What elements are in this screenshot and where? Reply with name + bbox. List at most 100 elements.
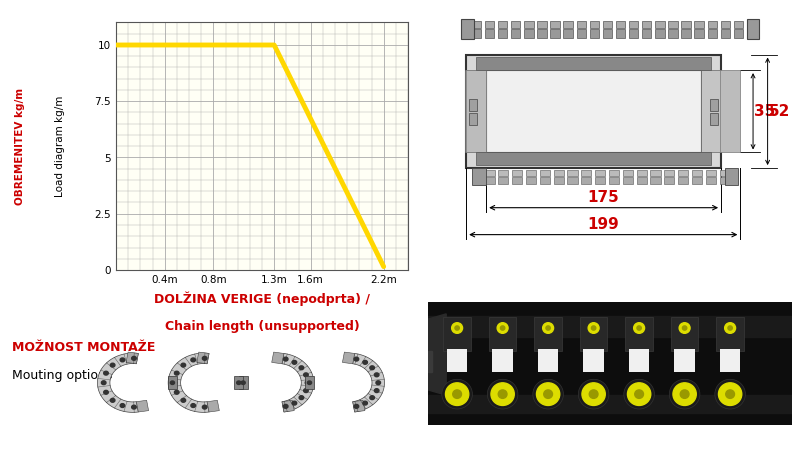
Circle shape: [181, 398, 186, 402]
Circle shape: [172, 381, 177, 385]
Bar: [678, 170, 688, 176]
Circle shape: [624, 379, 654, 409]
Circle shape: [718, 383, 742, 405]
Circle shape: [304, 389, 308, 392]
Bar: [563, 21, 573, 28]
Bar: [602, 21, 612, 28]
Bar: [650, 176, 661, 184]
Bar: [622, 170, 633, 176]
Circle shape: [634, 390, 643, 398]
Circle shape: [715, 379, 746, 409]
Bar: [694, 29, 704, 38]
Bar: [682, 21, 691, 28]
Bar: [706, 170, 716, 176]
Bar: [582, 176, 591, 184]
Bar: [489, 317, 517, 351]
Bar: [719, 170, 730, 176]
Bar: [469, 112, 477, 126]
Bar: [692, 176, 702, 184]
Circle shape: [307, 381, 311, 384]
Polygon shape: [428, 314, 446, 395]
Circle shape: [591, 326, 596, 330]
Circle shape: [237, 381, 241, 384]
Circle shape: [110, 363, 115, 367]
Bar: [637, 170, 646, 176]
Bar: [493, 349, 513, 372]
Circle shape: [363, 401, 367, 405]
Bar: [524, 21, 534, 28]
Bar: [602, 29, 612, 38]
Bar: [629, 29, 638, 38]
Bar: [466, 70, 486, 153]
Circle shape: [110, 398, 115, 402]
Circle shape: [104, 390, 108, 394]
Circle shape: [299, 366, 304, 370]
Bar: [655, 21, 665, 28]
Bar: [472, 29, 481, 38]
Bar: [720, 349, 740, 372]
Circle shape: [170, 381, 174, 384]
Circle shape: [627, 383, 650, 405]
Circle shape: [546, 326, 550, 330]
Bar: [582, 170, 591, 176]
Circle shape: [202, 405, 207, 409]
Bar: [707, 29, 717, 38]
Bar: [538, 29, 546, 38]
Bar: [616, 29, 626, 38]
Circle shape: [726, 390, 734, 398]
Circle shape: [680, 390, 689, 398]
Circle shape: [590, 390, 598, 398]
Bar: [655, 29, 665, 38]
Circle shape: [682, 326, 687, 330]
Polygon shape: [282, 400, 294, 412]
Bar: [664, 170, 674, 176]
Bar: [701, 70, 721, 153]
Bar: [710, 112, 718, 126]
Bar: [472, 21, 481, 28]
Bar: [511, 21, 521, 28]
Circle shape: [374, 373, 379, 377]
Circle shape: [452, 323, 462, 333]
Bar: [234, 377, 243, 389]
Circle shape: [102, 381, 106, 385]
Bar: [609, 170, 619, 176]
Bar: [563, 29, 573, 38]
Circle shape: [174, 371, 179, 375]
Polygon shape: [98, 353, 138, 412]
Bar: [626, 317, 653, 351]
Circle shape: [132, 356, 136, 360]
Circle shape: [637, 326, 642, 330]
Bar: [466, 70, 486, 153]
Circle shape: [181, 363, 186, 367]
Circle shape: [376, 381, 381, 385]
Bar: [668, 29, 678, 38]
Bar: [706, 176, 716, 184]
Bar: [554, 170, 564, 176]
Circle shape: [174, 390, 179, 394]
Bar: [428, 395, 792, 413]
Bar: [580, 317, 607, 351]
Bar: [511, 29, 521, 38]
Bar: [725, 168, 738, 185]
Bar: [595, 176, 606, 184]
Circle shape: [578, 379, 609, 409]
Bar: [428, 315, 792, 337]
Bar: [721, 29, 730, 38]
Bar: [550, 21, 560, 28]
Bar: [642, 21, 651, 28]
Circle shape: [582, 383, 606, 405]
Bar: [428, 351, 432, 372]
Circle shape: [442, 379, 473, 409]
Text: 199: 199: [587, 217, 619, 232]
Bar: [629, 349, 650, 372]
Circle shape: [354, 357, 358, 361]
Bar: [577, 21, 586, 28]
Bar: [668, 21, 678, 28]
Bar: [538, 349, 558, 372]
Circle shape: [191, 404, 195, 407]
Circle shape: [679, 323, 690, 333]
Bar: [746, 19, 759, 39]
Circle shape: [191, 358, 195, 362]
Bar: [616, 21, 626, 28]
Bar: [486, 70, 701, 153]
